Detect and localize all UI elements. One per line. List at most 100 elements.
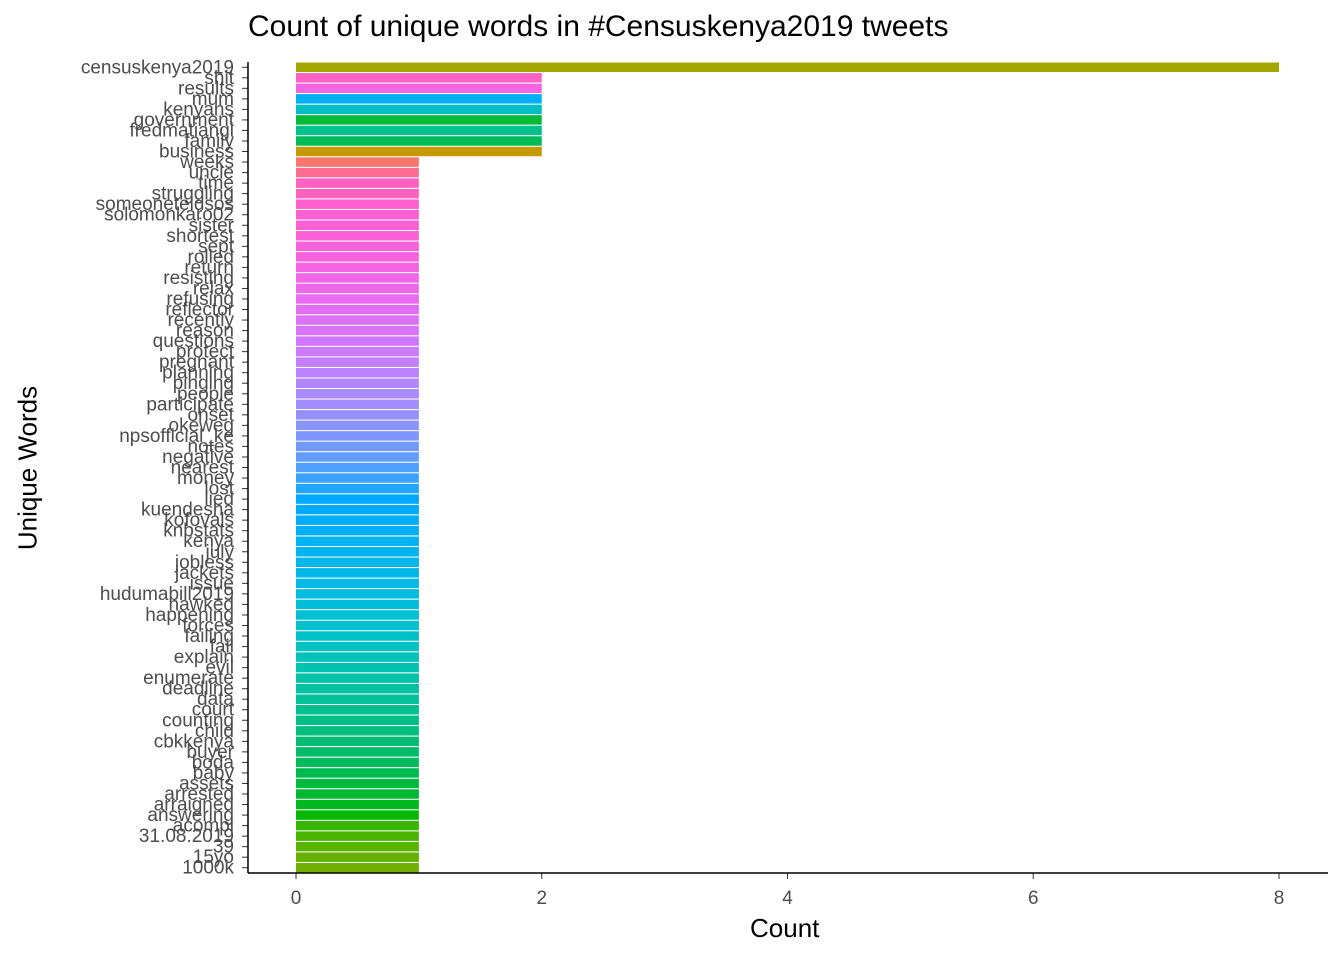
y-tick-label: money (177, 468, 235, 489)
y-tick-label: relax (193, 278, 235, 299)
bar-31.08.2019 (296, 831, 419, 841)
y-tick-label: kofovals (164, 510, 234, 531)
bar-lost (296, 483, 419, 494)
y-tick-label: reflector (165, 300, 234, 321)
bar-refusing (296, 294, 419, 304)
y-tick-label: arrested (164, 784, 234, 805)
bar-sister (296, 220, 419, 230)
y-tick-label: knbstats (163, 521, 234, 542)
y-tick-label: jackets (174, 563, 234, 584)
bar-npsofficial_ke (296, 431, 419, 441)
y-tick-label: failing (184, 626, 234, 647)
bar-buyer (296, 747, 419, 757)
bar-baby (296, 768, 419, 778)
y-tick-label: 39 (213, 837, 234, 858)
bar-boda (296, 757, 419, 768)
y-tick-label: enumerate (143, 668, 234, 689)
x-tick-label: 2 (536, 888, 547, 909)
bar-questions (296, 336, 419, 346)
bar-court (296, 705, 419, 715)
bar-mum (296, 94, 542, 104)
bar-relax (296, 283, 419, 294)
y-tick-label: issue (190, 573, 234, 594)
y-tick-label: kenyans (163, 99, 234, 120)
bar-cbkkenya (296, 736, 419, 747)
y-tick-label: fail (210, 637, 234, 658)
bar-censuskenya2019 (296, 62, 1279, 73)
y-tick-label: reason (176, 321, 234, 342)
y-tick-label: recently (167, 310, 234, 331)
y-tick-label: refusing (166, 289, 234, 310)
y-ticks-group: censuskenya2019shitresultsmumkenyansgove… (81, 57, 248, 879)
y-tick-label: weeks (179, 152, 234, 173)
chart-title: Count of unique words in #Censuskenya201… (248, 10, 949, 43)
y-tick-label: data (197, 689, 234, 710)
y-tick-label: resisting (163, 268, 234, 289)
y-tick-label: business (159, 142, 234, 163)
bar-government (296, 115, 542, 125)
bar-solomonkaro02 (296, 209, 419, 220)
y-tick-label: sister (189, 215, 235, 236)
y-tick-label: child (195, 721, 234, 742)
bar-explain (296, 652, 419, 662)
y-tick-label: uncle (189, 163, 234, 184)
bar-deadline (296, 683, 419, 694)
bar-rolled (296, 252, 419, 262)
x-ticks-group: 0 2 4 6 8 (291, 873, 1285, 909)
bar-failing (296, 631, 419, 641)
bar-people (296, 389, 419, 399)
bar-reflector (296, 304, 419, 315)
y-tick-label: negative (162, 447, 234, 468)
y-tick-label: hudumabill2019 (100, 584, 234, 605)
y-tick-label: answering (147, 805, 234, 826)
bar-issue (296, 578, 419, 589)
bar-kenyans (296, 104, 542, 115)
bar-time (296, 178, 419, 188)
y-tick-label: struggling (152, 184, 234, 205)
bar-jobless (296, 557, 419, 568)
bar-lied (296, 494, 419, 504)
bar-fail (296, 641, 419, 652)
bar-arrested (296, 789, 419, 799)
y-tick-label: pinging (173, 373, 234, 394)
bar-15yo (296, 852, 419, 862)
y-tick-label: shortest (166, 226, 234, 247)
y-tick-label: arraigned (154, 795, 234, 816)
y-tick-label: lied (204, 489, 234, 510)
y-tick-label: cbkkenya (154, 731, 235, 752)
y-tick-label: hawked (169, 594, 235, 615)
bar-answering (296, 810, 419, 820)
y-tick-label: npsofficial_ke (119, 426, 234, 447)
y-tick-label: deadline (162, 679, 234, 700)
bar-return (296, 262, 419, 273)
bar-weeks (296, 157, 419, 167)
bar-pregnant (296, 357, 419, 367)
y-tick-label: return (184, 257, 234, 278)
bar-sept (296, 241, 419, 252)
bar-fredmatiangi (296, 125, 542, 136)
y-tick-label: time (198, 173, 234, 194)
bar-acompi (296, 820, 419, 831)
y-tick-label: someoneteldsos (96, 194, 234, 215)
bar-1000k (296, 862, 419, 873)
y-tick-label: nearest (171, 458, 235, 479)
bar-okeweg (296, 420, 419, 431)
y-tick-label: jobless (174, 552, 234, 573)
bar-family (296, 136, 542, 146)
x-tick-label: 8 (1274, 888, 1285, 909)
y-tick-label: 15yo (193, 847, 234, 868)
y-tick-label: 1000k (182, 858, 234, 879)
y-tick-label: boda (192, 752, 235, 773)
bar-enumerate (296, 673, 419, 683)
y-tick-label: forces (182, 615, 234, 636)
bar-hudumabill2019 (296, 589, 419, 599)
bar-july (296, 547, 419, 557)
bar-resisting (296, 273, 419, 283)
y-tick-label: protect (176, 342, 235, 363)
y-tick-label: acompi (173, 816, 234, 837)
bar-kuendesha (296, 504, 419, 515)
bar-child (296, 726, 419, 736)
x-tick-label: 6 (1028, 888, 1039, 909)
x-tick-label: 0 (291, 888, 302, 909)
